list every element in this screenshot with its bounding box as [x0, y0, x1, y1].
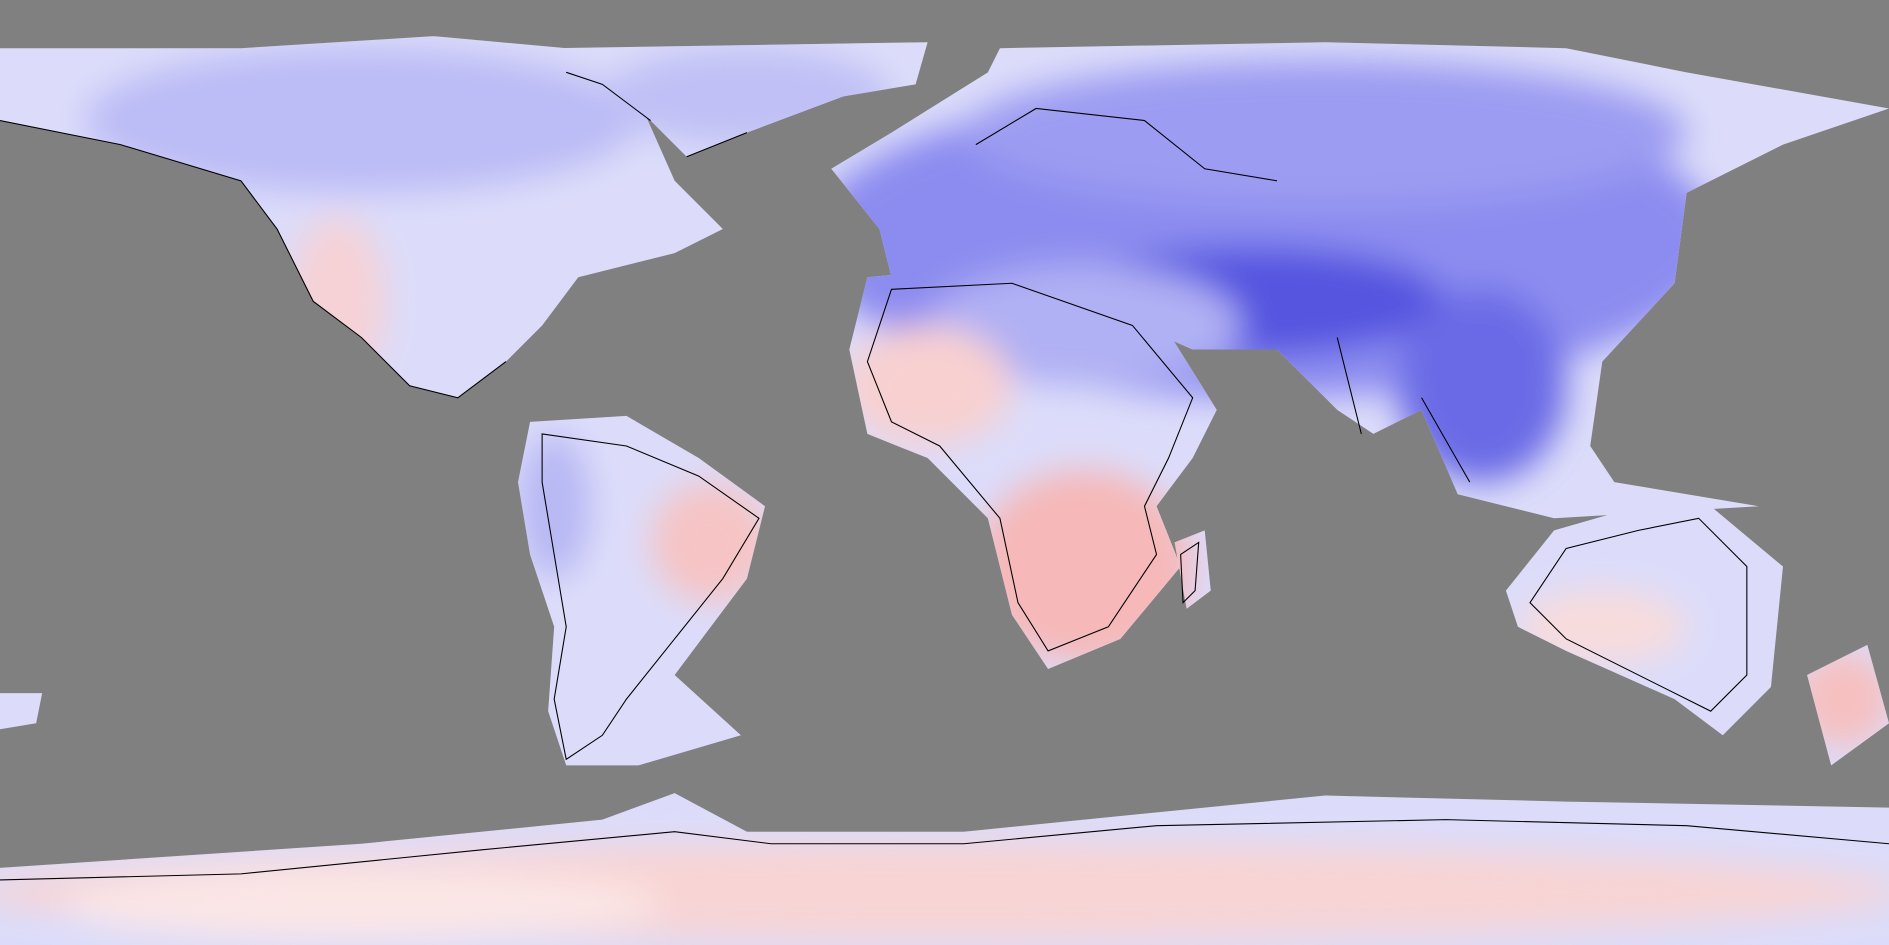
blob: [963, 60, 1687, 205]
coastline: [1180, 541, 1200, 604]
blob: [650, 482, 772, 603]
coastline: [866, 282, 1194, 652]
coastline: [975, 107, 1471, 483]
blob: [84, 48, 639, 193]
coastline: [566, 71, 748, 158]
blob: [975, 470, 1193, 663]
blob: [927, 265, 1241, 386]
coastlines: [0, 71, 1889, 881]
blob: [1397, 289, 1567, 483]
blob: [518, 433, 591, 579]
anomaly-blobs: [0, 48, 1889, 941]
blob: [843, 325, 1012, 446]
coastline: [1529, 517, 1748, 712]
blob: [1517, 590, 1687, 663]
blob: [60, 867, 663, 941]
coastline: [0, 120, 507, 399]
coastline: [541, 433, 760, 761]
coastline: [0, 819, 1889, 881]
